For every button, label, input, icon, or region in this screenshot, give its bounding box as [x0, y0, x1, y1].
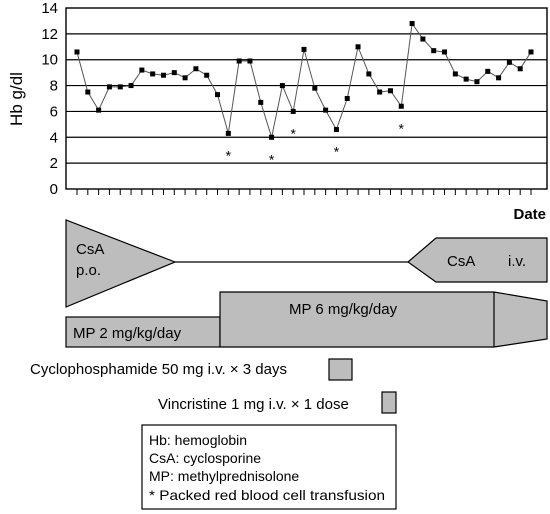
y-tick-label: 6	[50, 103, 58, 120]
vincristine-box	[381, 391, 397, 414]
data-point	[420, 36, 426, 42]
hb-data-points	[74, 21, 534, 140]
hb-series-line	[76, 22, 532, 140]
vincristine-label: Vincristine 1 mg i.v. × 1 dose	[158, 396, 349, 413]
data-point	[485, 68, 491, 74]
transfusion-star: *	[269, 151, 275, 167]
data-point	[463, 76, 469, 82]
data-point	[323, 107, 329, 113]
data-point	[236, 58, 242, 64]
data-point	[409, 21, 415, 27]
x-tick-marks	[76, 189, 532, 195]
data-point	[117, 84, 123, 90]
data-point	[344, 96, 350, 101]
data-point	[333, 127, 339, 133]
data-point	[182, 75, 188, 81]
data-point	[506, 59, 512, 65]
data-point	[139, 67, 145, 73]
cyclophosphamide-label: Cyclophosphamide 50 mg i.v. × 3 days	[30, 361, 287, 378]
csa-po-shape	[65, 219, 177, 308]
x-axis-label: Date	[513, 206, 546, 223]
data-point	[517, 66, 523, 72]
data-point	[160, 72, 166, 78]
y-axis-label: Hb g/dl	[7, 72, 26, 126]
data-point	[204, 72, 210, 78]
data-point	[128, 83, 134, 89]
data-point	[496, 75, 502, 81]
data-point	[96, 107, 102, 113]
legend-box: Hb: hemoglobin CsA: cyclosporine MP: met…	[141, 424, 397, 510]
data-point	[387, 88, 393, 94]
y-tick-label: 8	[50, 78, 58, 95]
mp-low-shape	[65, 316, 221, 348]
y-tick-label: 0	[50, 181, 58, 198]
data-point	[431, 48, 437, 54]
y-tick-label: 12	[41, 26, 58, 43]
data-point	[312, 85, 318, 91]
legend-mp: MP: methylprednisolone	[149, 468, 299, 484]
data-point	[171, 70, 177, 76]
y-tick-label: 4	[50, 129, 58, 146]
csa-iv-label-left: CsA	[447, 253, 475, 270]
data-point	[85, 89, 91, 95]
legend-hb: Hb: hemoglobin	[149, 432, 247, 448]
csa-po-label-line2: p.o.	[76, 262, 101, 279]
legend-csa: CsA: cyclosporine	[149, 450, 261, 466]
data-point	[193, 66, 199, 72]
legend-transfusion: * Packed red blood cell transfusion	[149, 487, 385, 503]
data-point	[290, 108, 296, 114]
data-point	[258, 99, 264, 105]
transfusion-star: *	[290, 125, 296, 141]
csa-po-label-line1: CsA	[76, 241, 104, 258]
csa-iv-shape	[407, 237, 548, 283]
data-point	[74, 49, 80, 55]
data-point	[442, 49, 448, 55]
mp-low-label: MP 2 mg/kg/day	[73, 325, 182, 342]
data-point	[279, 83, 285, 89]
hb-line-chart: 0 2 4 6 8 10 12 14 * * * * * Hb g/dl Date	[7, 0, 548, 223]
transfusion-star: *	[226, 147, 232, 163]
transfusion-star: *	[399, 120, 405, 136]
data-point	[106, 84, 112, 90]
treatment-diagram: CsA p.o. CsA i.v. MP 2 mg/kg/day MP 6 mg…	[30, 219, 548, 414]
y-tick-labels: 0 2 4 6 8 10 12 14	[41, 0, 58, 198]
gridlines	[66, 33, 547, 164]
data-point	[225, 130, 231, 136]
data-point	[269, 134, 275, 140]
legend-frame	[141, 424, 397, 510]
y-tick-label: 10	[41, 52, 58, 69]
transfusion-star: *	[334, 144, 340, 160]
data-point	[301, 46, 307, 52]
mp-high-label: MP 6 mg/kg/day	[289, 301, 398, 318]
y-tick-label: 2	[50, 155, 58, 172]
data-point	[398, 103, 404, 109]
plot-frame	[65, 7, 548, 190]
data-point	[528, 49, 534, 55]
transfusion-markers: * * * * *	[226, 120, 405, 167]
csa-iv-label-right: i.v.	[508, 253, 526, 270]
data-point	[366, 71, 372, 77]
data-point	[452, 71, 458, 77]
data-point	[355, 44, 361, 50]
data-point	[474, 79, 480, 85]
data-point	[150, 71, 156, 77]
data-point	[377, 89, 383, 95]
data-point	[247, 58, 253, 64]
y-tick-label: 14	[41, 0, 58, 17]
cyclophosphamide-box	[328, 358, 353, 381]
data-point	[215, 92, 221, 98]
